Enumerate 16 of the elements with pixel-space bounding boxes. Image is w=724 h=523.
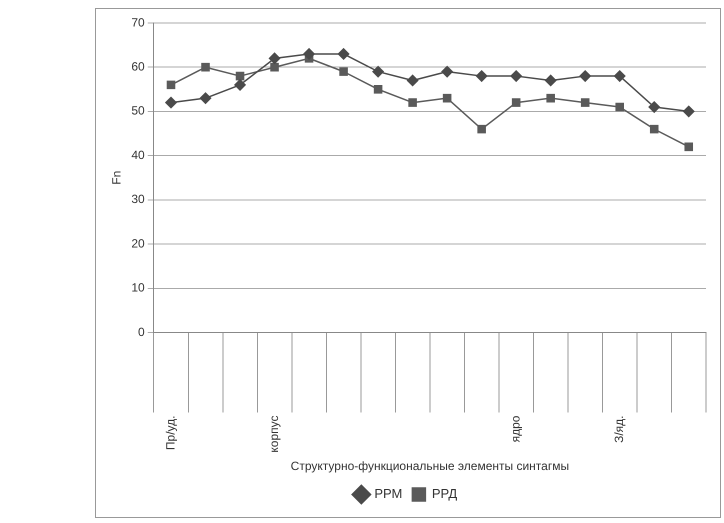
y-tick-label: 40 xyxy=(131,148,146,162)
legend-label: РРМ xyxy=(374,486,402,502)
x-axis-title: Структурно-функциональные элементы синтагмы xyxy=(290,459,570,474)
y-axis-title: Fn xyxy=(110,170,124,185)
x-tick-label: З/яд. xyxy=(612,416,626,443)
y-tick-label: 70 xyxy=(131,15,146,30)
y-tick-label: 0 xyxy=(138,324,146,339)
x-tick-label: Пр/уд. xyxy=(163,416,178,450)
legend-label: РРД xyxy=(432,486,458,502)
y-tick-label: 60 xyxy=(131,60,146,74)
y-tick-label: 10 xyxy=(131,280,146,295)
x-tick-label: ядро xyxy=(508,415,522,442)
y-tick-label: 50 xyxy=(131,104,146,118)
x-tick-label: корпус xyxy=(266,416,281,453)
y-tick-label: 30 xyxy=(131,192,146,206)
y-tick-label: 20 xyxy=(131,236,146,250)
